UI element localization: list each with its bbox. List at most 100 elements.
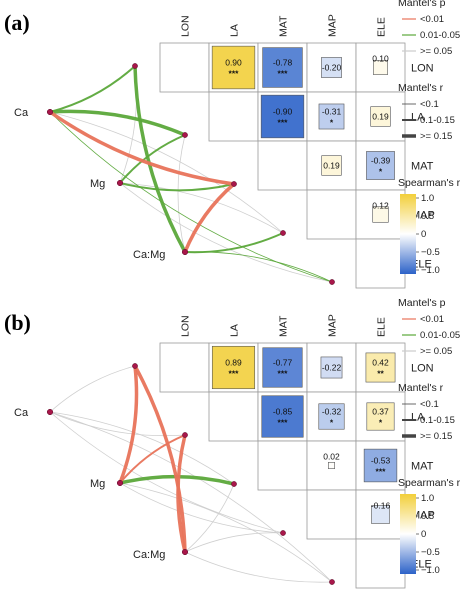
corr-square	[328, 462, 335, 469]
colorbar-tick-label: −1.0	[421, 265, 440, 276]
corr-value: -0.39	[371, 156, 391, 166]
legend-spearman-title: Spearman's r	[398, 177, 461, 189]
node-label: Ca	[14, 407, 29, 419]
corr-square	[318, 103, 345, 130]
node-label: Ca	[14, 107, 29, 119]
mantel-link	[49, 111, 333, 283]
corr-significance: ***	[278, 418, 289, 428]
mantel-link	[49, 411, 186, 437]
row-label-lon: LON	[411, 363, 434, 375]
mantel-link	[49, 411, 284, 534]
row-label-ele: ELE	[411, 259, 432, 271]
legend-p-label: 0.01-0.05	[420, 30, 460, 41]
mantel-link	[184, 532, 284, 553]
corr-value: 0.12	[372, 201, 389, 211]
mantel-link	[119, 65, 137, 184]
corr-square	[262, 47, 303, 88]
corr-significance: *	[379, 418, 383, 428]
corr-value: 0.89	[225, 358, 242, 368]
corr-square	[211, 345, 256, 390]
corr-significance: *	[330, 118, 334, 128]
corr-square	[211, 45, 256, 90]
mantel-link	[49, 365, 136, 413]
col-header-ele: ELE	[376, 17, 388, 37]
anchor-point	[132, 63, 138, 69]
corr-value: 0.02	[323, 452, 340, 462]
anchor-point	[132, 363, 138, 369]
anchor-point	[329, 579, 335, 585]
col-header-map: MAP	[327, 14, 339, 37]
mantel-link	[133, 365, 187, 553]
mantel-link	[184, 483, 235, 553]
panel-label-b: (b)	[4, 310, 31, 335]
anchor-point	[182, 432, 188, 438]
legend-p-label: >= 0.05	[420, 46, 452, 57]
colorbar-tick-label: 0.5	[421, 511, 434, 522]
mantel-link	[119, 134, 186, 184]
row-label-lon: LON	[411, 63, 434, 75]
corr-square	[370, 106, 391, 127]
legend-p-label: <0.01	[420, 14, 444, 25]
col-header-la: LA	[229, 24, 241, 37]
mantel-link	[177, 134, 186, 253]
colorbar-tick-label: 0	[421, 529, 426, 540]
corr-square	[320, 356, 343, 379]
anchor-point	[280, 530, 286, 536]
anchor-point	[231, 181, 237, 187]
legend-r-label: <0.1	[420, 399, 439, 410]
legend-spearman-title: Spearman's r	[398, 477, 461, 489]
node-point	[181, 248, 189, 256]
colorbar-tick-label: 1.0	[421, 193, 434, 204]
corr-square	[261, 395, 304, 438]
corr-value: 0.42	[372, 358, 389, 368]
mantel-link	[48, 110, 235, 186]
col-header-mat: MAT	[278, 15, 290, 37]
col-header-map: MAP	[327, 314, 339, 337]
row-label-mat: MAT	[411, 161, 434, 173]
corr-value: 0.90	[225, 58, 242, 68]
corr-value: 0.10	[372, 54, 389, 64]
node-point	[46, 108, 54, 116]
mantel-link	[183, 182, 236, 253]
grid-cell	[208, 91, 259, 142]
corr-square	[260, 94, 305, 139]
node-label: Mg	[90, 478, 105, 490]
corr-significance: *	[379, 167, 383, 177]
corr-value: -0.85	[273, 407, 293, 417]
col-header-ele: ELE	[376, 317, 388, 337]
corr-significance: ***	[278, 69, 289, 79]
corr-square	[321, 155, 342, 176]
corr-significance: ***	[229, 69, 240, 79]
corr-significance: **	[377, 369, 384, 379]
colorbar	[400, 194, 416, 274]
grid-cell	[159, 42, 210, 93]
corr-value: -0.77	[273, 358, 293, 368]
legend-r-label: 0.1-0.15	[420, 415, 455, 426]
anchor-point	[231, 481, 237, 487]
grid-cell	[257, 440, 308, 491]
row-label-map: MAP	[411, 210, 435, 222]
colorbar-tick-label: −0.5	[421, 547, 440, 558]
mantel-link	[119, 434, 186, 484]
mantel-link	[118, 365, 139, 484]
node-point	[116, 479, 124, 487]
colorbar	[400, 494, 416, 574]
corr-value: -0.31	[322, 107, 342, 117]
node-label: Ca:Mg	[133, 549, 165, 561]
corr-value: -0.20	[322, 63, 342, 73]
grid-cell	[355, 538, 406, 589]
grid-cell	[159, 342, 210, 393]
grid-cell	[306, 489, 357, 540]
legend-p-label: 0.01-0.05	[420, 330, 460, 341]
legend-r-label: 0.1-0.15	[420, 115, 455, 126]
corr-value: -0.90	[273, 107, 293, 117]
row-label-ele: ELE	[411, 559, 432, 571]
node-point	[181, 548, 189, 556]
node-label: Ca:Mg	[133, 249, 165, 261]
grid-cell	[208, 391, 259, 442]
legend-mantel-r-title: Mantel's r	[398, 382, 444, 394]
legend-p-label: <0.01	[420, 314, 444, 325]
corr-square	[262, 347, 303, 388]
legend-mantel-r-title: Mantel's r	[398, 82, 444, 94]
